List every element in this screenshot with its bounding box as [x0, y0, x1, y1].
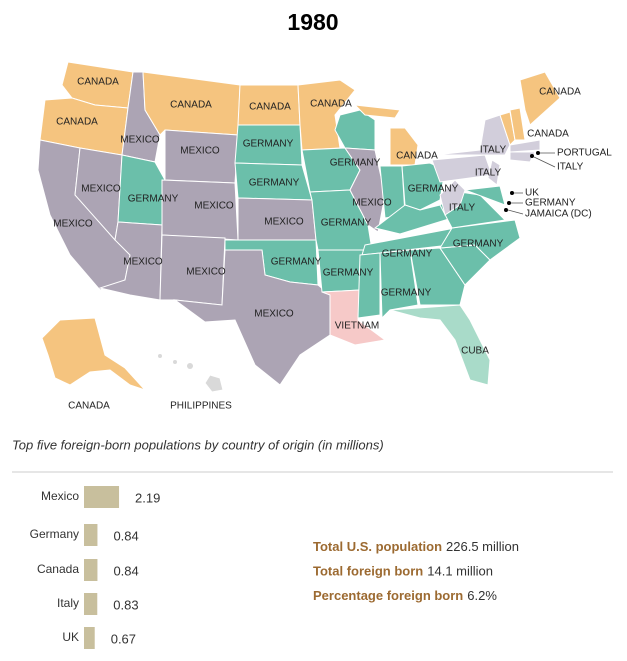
stat-value: 6.2%: [467, 588, 497, 603]
bar: [84, 559, 98, 581]
map-label: CANADA: [170, 100, 212, 111]
stat: Percentage foreign born 6.2%: [313, 588, 497, 603]
us-map: [37, 61, 561, 393]
category-label: UK: [62, 630, 79, 644]
map-label: GERMANY: [243, 139, 294, 150]
stat-label: Total foreign born: [313, 564, 423, 579]
map-label: MEXICO: [194, 201, 234, 212]
map-label: MEXICO: [186, 267, 226, 278]
map-label: PHILIPPINES: [170, 401, 232, 412]
bar: [84, 524, 98, 546]
map-label: UK: [525, 188, 539, 199]
map-label: GERMANY: [382, 249, 433, 260]
map-label: MEXICO: [352, 198, 392, 209]
category-label: Italy: [57, 596, 79, 610]
map-label: GERMANY: [453, 239, 504, 250]
map-label: GERMANY: [271, 257, 322, 268]
chart-subtitle: Top five foreign-born populations by cou…: [12, 437, 384, 452]
stats: Total U.S. population 226.5 millionTotal …: [313, 539, 519, 603]
map-label: CANADA: [527, 129, 569, 140]
map-label: MEXICO: [120, 135, 160, 146]
map-label: GERMANY: [249, 178, 300, 189]
map-label: CANADA: [68, 401, 110, 412]
map-label: MEXICO: [53, 219, 93, 230]
map-label: CUBA: [461, 346, 489, 357]
map-label: CANADA: [396, 151, 438, 162]
stat: Total U.S. population 226.5 million: [313, 539, 519, 554]
map-label: GERMANY: [525, 198, 576, 209]
bar: [84, 486, 120, 508]
category-label: Canada: [37, 562, 79, 576]
map-label: CANADA: [249, 102, 291, 113]
title: 1980: [287, 9, 338, 35]
bar-chart: Mexico 2.19 Germany 0.84 Canada 0.84 Italy 0.83…: [30, 486, 160, 649]
map-labels: CANADA CANADA CANADA CANADA CANADA CANADA CANA…: [53, 77, 612, 412]
value-label: 0.84: [113, 528, 138, 543]
map-label: ITALY: [557, 162, 584, 173]
stat-value: 226.5 million: [446, 539, 519, 554]
map-label: CANADA: [310, 99, 352, 110]
stat-value: 14.1 million: [427, 564, 493, 579]
bar: [84, 627, 95, 649]
map-label: GERMANY: [321, 218, 372, 229]
map-label: GERMANY: [330, 158, 381, 169]
stat: Total foreign born 14.1 million: [313, 564, 493, 579]
map-label: ITALY: [475, 168, 502, 179]
stat-label: Percentage foreign born: [313, 588, 463, 603]
map-label: GERMANY: [128, 194, 179, 205]
value-label: 0.84: [113, 563, 138, 578]
map-label: MEXICO: [81, 184, 121, 195]
map-label: GERMANY: [408, 184, 459, 195]
stat-label: Total U.S. population: [313, 539, 442, 554]
map-label: CANADA: [77, 77, 119, 88]
category-label: Germany: [30, 527, 79, 541]
bar: [84, 593, 98, 615]
map-label: GERMANY: [381, 288, 432, 299]
map-label: PORTUGAL: [557, 148, 612, 159]
value-label: 2.19: [135, 490, 160, 505]
map-label: GERMANY: [323, 268, 374, 279]
map-label: JAMAICA (DC): [525, 209, 592, 220]
map-label: MEXICO: [180, 146, 220, 157]
value-label: 0.83: [113, 597, 138, 612]
map-label: MEXICO: [264, 217, 304, 228]
map-label: VIETNAM: [335, 321, 379, 332]
map-label: MEXICO: [123, 257, 163, 268]
value-label: 0.67: [111, 631, 136, 646]
map-label: MEXICO: [254, 309, 294, 320]
map-label: ITALY: [449, 203, 476, 214]
map-label: CANADA: [539, 87, 581, 98]
map-label: ITALY: [480, 145, 507, 156]
map-label: CANADA: [56, 117, 98, 128]
category-label: Mexico: [41, 489, 79, 503]
